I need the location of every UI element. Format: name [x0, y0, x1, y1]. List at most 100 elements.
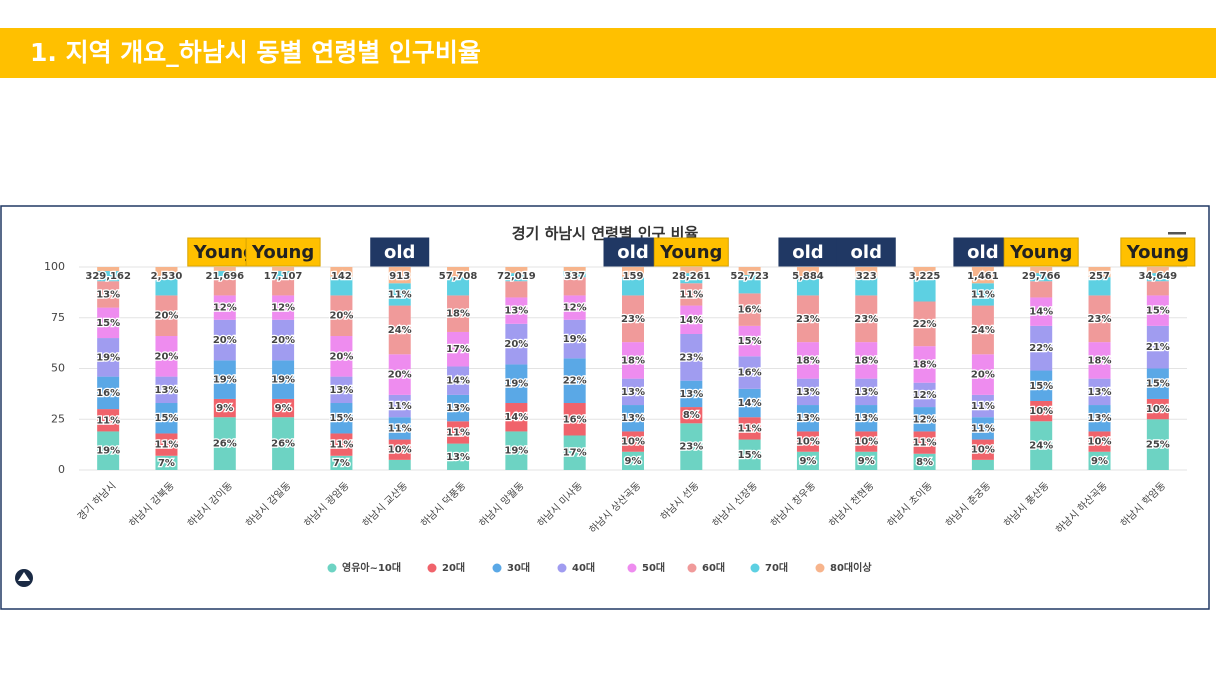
- data-label: 19%: [213, 375, 237, 386]
- data-label: 10%: [1088, 437, 1112, 448]
- bar-segment: [1030, 267, 1053, 274]
- bar-segment: [971, 417, 994, 440]
- header-title: 1. 지역 개요_하남시 동별 연령별 인구비율: [30, 38, 481, 67]
- data-label: 19%: [96, 352, 120, 363]
- bar-segment: [563, 267, 586, 272]
- bar-segment: [738, 293, 761, 326]
- bar-segment: [155, 336, 178, 377]
- bar-segment: [796, 342, 819, 379]
- data-label: 15%: [1146, 306, 1170, 317]
- bar-segment: [680, 333, 703, 381]
- bar-segment: [97, 307, 120, 339]
- data-label: 19%: [563, 334, 587, 345]
- bar-segment: [913, 382, 936, 408]
- data-label: 13%: [96, 289, 120, 300]
- bar-segment: [388, 305, 411, 355]
- bar-segment: [155, 277, 178, 296]
- bar-segment: [388, 417, 411, 440]
- bar-segment: [1088, 342, 1111, 379]
- bar-segment: [622, 295, 644, 343]
- total-label: 52,723: [730, 271, 769, 282]
- bar-segment: [913, 407, 936, 432]
- data-label: 20%: [155, 311, 179, 322]
- total-label: 72,019: [497, 271, 536, 282]
- bar-segment: [738, 267, 761, 276]
- bar-segment: [505, 364, 528, 404]
- bar-segment: [1146, 281, 1169, 296]
- data-label: 7%: [158, 458, 175, 469]
- bar-segment: [505, 403, 528, 432]
- data-label: 13%: [854, 387, 878, 398]
- bar-segment: [505, 281, 528, 298]
- y-tick-label: 75: [51, 311, 65, 324]
- bar-segment: [796, 378, 819, 406]
- data-label: 12%: [563, 303, 587, 314]
- bar-segment: [505, 273, 528, 282]
- legend-label: 80대이상: [830, 561, 872, 574]
- data-label: 23%: [796, 314, 820, 325]
- annotation-box: [778, 237, 838, 267]
- data-label: 13%: [796, 387, 820, 398]
- annotation-box: [1120, 237, 1196, 267]
- bar-segment: [855, 295, 878, 343]
- bar-segment: [272, 279, 295, 296]
- annotation-box: [953, 237, 1013, 267]
- data-label: 19%: [96, 446, 120, 457]
- bar-segment: [796, 451, 819, 470]
- total-label: 337: [564, 271, 585, 282]
- bar-segment: [213, 279, 236, 296]
- bar-segment: [447, 443, 470, 470]
- legend-marker: [427, 563, 437, 573]
- total-label: 29,766: [1022, 271, 1061, 282]
- data-label: 23%: [854, 314, 878, 325]
- data-label: 22%: [1029, 343, 1053, 354]
- data-label: 9%: [858, 456, 875, 467]
- bar-segment: [680, 283, 703, 306]
- data-label: 11%: [388, 401, 412, 412]
- bar-segment: [563, 295, 586, 320]
- y-tick-label: 0: [58, 463, 65, 476]
- bar-segment: [971, 267, 994, 284]
- data-label: 10%: [1146, 404, 1170, 415]
- bar-segment: [97, 281, 120, 308]
- bar-segment: [971, 305, 994, 355]
- bar-segment: [680, 423, 703, 470]
- bar-segment: [1030, 273, 1053, 282]
- data-label: 8%: [683, 410, 700, 421]
- total-label: 21,696: [205, 271, 244, 282]
- data-label: 9%: [799, 456, 816, 467]
- bar-segment: [272, 271, 295, 280]
- total-label: 34,649: [1139, 271, 1178, 282]
- bar-segment: [1088, 295, 1111, 343]
- bar-segment: [388, 283, 411, 306]
- data-label: 19%: [271, 375, 295, 386]
- annotation-text: old: [617, 242, 648, 263]
- data-label: 10%: [854, 437, 878, 448]
- data-label: 23%: [1088, 314, 1112, 325]
- bar-segment: [796, 277, 819, 296]
- bar-segment: [913, 431, 936, 454]
- bar-segment: [1030, 370, 1053, 401]
- bar-segment: [622, 431, 644, 452]
- bar-segment: [971, 439, 994, 460]
- data-label: 22%: [563, 376, 587, 387]
- total-label: 5,884: [792, 271, 824, 282]
- data-label: 18%: [1088, 355, 1112, 366]
- data-label: 26%: [271, 439, 295, 450]
- data-label: 14%: [446, 376, 470, 387]
- bar-segment: [796, 405, 819, 432]
- bar-segment: [155, 433, 178, 456]
- bar-segment: [1030, 325, 1053, 371]
- data-label: 16%: [563, 414, 587, 425]
- bar-segment: [680, 273, 703, 284]
- data-label: 15%: [738, 336, 762, 347]
- data-label: 11%: [679, 289, 703, 300]
- data-label: 9%: [275, 403, 292, 414]
- annotation-text: Young: [251, 242, 314, 263]
- data-label: 15%: [738, 450, 762, 461]
- data-label: 13%: [796, 413, 820, 424]
- bar-segment: [913, 267, 936, 280]
- bar-segment: [855, 277, 878, 296]
- data-label: 14%: [504, 412, 528, 423]
- bar-segment: [855, 342, 878, 379]
